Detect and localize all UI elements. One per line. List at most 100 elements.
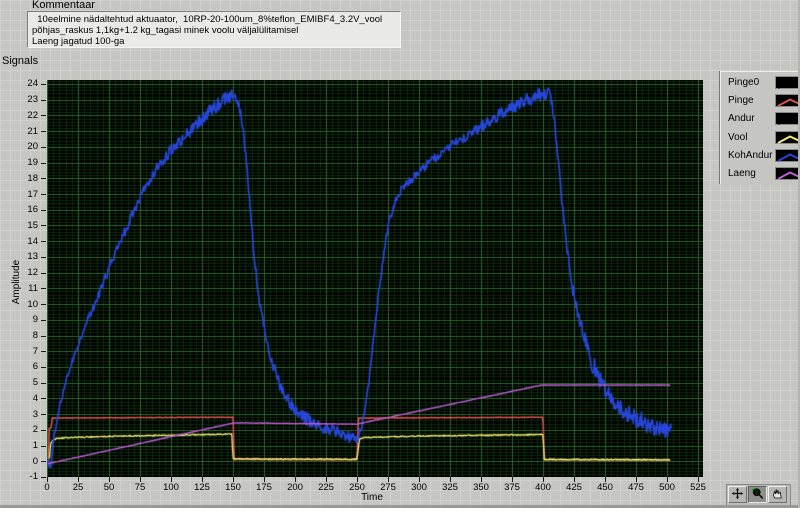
- y-tick-label: 16: [27, 204, 38, 216]
- y-tick-label: 1: [32, 440, 38, 452]
- legend-item-kohandur[interactable]: KohAndur: [728, 148, 800, 164]
- legend-swatch[interactable]: [775, 148, 800, 162]
- legend-item-pinge[interactable]: Pinge: [728, 93, 800, 109]
- y-tick-mark: [41, 272, 46, 274]
- y-tick-label: 7: [32, 345, 38, 357]
- y-tick-mark: [41, 414, 46, 416]
- y-tick-mark: [41, 256, 46, 258]
- x-tick-label: 175: [256, 482, 272, 493]
- legend-item-vool[interactable]: Vool: [728, 130, 800, 146]
- legend-panel: Pinge0 Pinge Andur Vool KohAndur Laeng: [719, 71, 800, 184]
- y-tick-mark: [41, 241, 46, 243]
- line-style-glyph: [777, 171, 800, 180]
- comment-line-1: 10eelmine nädaltehtud aktuaator, 10RP-20…: [32, 14, 383, 25]
- legend-label: Laeng: [728, 168, 756, 179]
- line-style-glyph: [777, 134, 800, 144]
- y-tick-mark: [41, 83, 46, 85]
- amplitude-axis-label: Amplitude: [11, 259, 22, 305]
- y-tick-label: 11: [28, 282, 38, 294]
- line-style-glyph: [777, 98, 800, 108]
- legend-item-laeng[interactable]: Laeng: [728, 166, 800, 182]
- plot-canvas[interactable]: [47, 80, 703, 477]
- y-tick-mark: [41, 476, 46, 478]
- x-tick-label: 25: [72, 482, 84, 493]
- y-tick-mark: [41, 304, 46, 306]
- x-tick-label: 100: [163, 482, 179, 493]
- y-tick-label: 15: [27, 219, 38, 231]
- line-style-glyph: [777, 80, 800, 89]
- hand-icon: [773, 489, 782, 499]
- x-tick-mark: [419, 477, 420, 482]
- y-tick-label: 6: [32, 361, 38, 373]
- zoom-tool-button[interactable]: [748, 486, 767, 503]
- x-tick-mark: [233, 477, 234, 482]
- legend-label: Andur: [728, 113, 755, 125]
- y-tick-label: 17: [27, 188, 38, 200]
- y-tick-label: 22: [27, 109, 38, 121]
- x-tick-mark: [667, 477, 668, 482]
- legend-item-pinge0[interactable]: Pinge0: [728, 75, 800, 91]
- x-tick-mark: [636, 477, 637, 482]
- y-tick-label: -1: [29, 471, 38, 483]
- x-tick-label: 475: [628, 482, 644, 493]
- legend-swatch[interactable]: [775, 130, 800, 144]
- legend-swatch[interactable]: [775, 167, 800, 180]
- comment-box[interactable]: 10eelmine nädaltehtud aktuaator, 10RP-20…: [27, 11, 401, 48]
- y-tick-mark: [41, 319, 46, 321]
- y-tick-label: 13: [27, 251, 38, 263]
- legend-item-andur[interactable]: Andur: [728, 111, 800, 127]
- y-tick-mark: [41, 366, 46, 368]
- x-tick-mark: [326, 477, 327, 482]
- x-tick-mark: [47, 477, 48, 482]
- y-tick-mark: [41, 225, 46, 227]
- y-tick-label: 24: [27, 78, 38, 90]
- x-tick-mark: [388, 477, 389, 482]
- x-tick-label: 525: [690, 482, 706, 493]
- comment-line-2: põhjas_raskus 1,1kg+1.2 kg_tagasi minek …: [32, 25, 299, 36]
- x-tick-label: 0: [44, 482, 50, 493]
- crosshair-icon: [731, 487, 744, 500]
- y-tick-mark: [41, 209, 46, 211]
- line-style-glyph: [777, 116, 800, 126]
- x-tick-label: 275: [380, 482, 396, 493]
- x-tick-label: 250: [349, 482, 365, 493]
- y-tick-mark: [41, 429, 46, 431]
- window-right-edge: [798, 0, 800, 508]
- x-tick-mark: [140, 477, 141, 482]
- legend-label: Pinge: [728, 95, 754, 107]
- y-tick-label: 5: [32, 377, 38, 389]
- y-tick-mark: [41, 398, 46, 400]
- x-tick-label: 400: [535, 482, 551, 493]
- y-tick-label: 18: [27, 172, 38, 184]
- y-tick-mark: [41, 288, 46, 290]
- x-tick-label: 450: [597, 482, 613, 493]
- y-tick-mark: [41, 131, 46, 133]
- y-tick-label: 8: [32, 330, 38, 341]
- y-tick-mark: [41, 178, 46, 180]
- legend-label: KohAndur: [728, 149, 773, 161]
- y-tick-mark: [41, 99, 46, 101]
- move-tool-button[interactable]: [728, 486, 747, 503]
- y-tick-label: 0: [32, 455, 38, 467]
- legend-swatch[interactable]: [775, 76, 800, 89]
- x-tick-mark: [512, 477, 513, 482]
- x-tick-label: 325: [442, 482, 458, 493]
- x-tick-mark: [295, 477, 296, 482]
- y-tick-label: 9: [32, 314, 38, 326]
- legend-swatch[interactable]: [775, 112, 800, 126]
- x-tick-mark: [450, 477, 451, 482]
- legend-swatch[interactable]: [775, 94, 800, 108]
- legend-label: Pinge0: [728, 77, 760, 88]
- y-tick-label: 2: [32, 424, 38, 436]
- x-tick-label: 50: [103, 482, 115, 493]
- x-tick-mark: [543, 477, 544, 482]
- x-tick-label: 300: [411, 482, 427, 493]
- pan-tool-button[interactable]: [768, 486, 787, 503]
- y-tick-label: 21: [27, 125, 38, 137]
- y-tick-label: 3: [32, 408, 38, 420]
- y-tick-mark: [41, 335, 46, 337]
- y-tick-mark: [41, 146, 46, 148]
- x-tick-label: 375: [504, 482, 520, 493]
- x-tick-mark: [171, 477, 172, 482]
